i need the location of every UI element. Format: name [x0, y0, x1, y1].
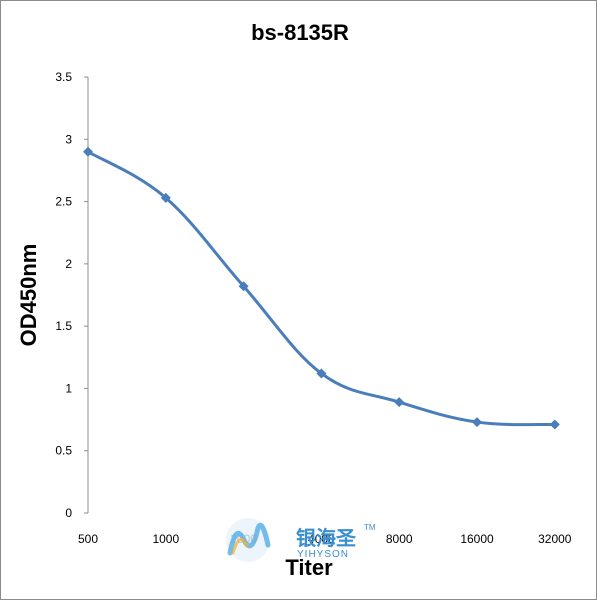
y-tick-label: 2.5	[55, 195, 72, 209]
y-tick-label: 3.5	[55, 70, 72, 84]
x-tick-label: 1000	[152, 532, 179, 546]
x-axis-label: Titer	[285, 555, 333, 580]
x-tick-label: 16000	[460, 532, 494, 546]
data-point-marker	[316, 368, 327, 379]
data-point-marker	[549, 419, 560, 430]
data-point-marker	[160, 192, 171, 203]
x-tick-label: 32000	[538, 532, 572, 546]
y-tick-label: 2	[65, 257, 72, 271]
watermark-en-text: YIHYSON	[297, 549, 349, 560]
y-tick-group: 0 0.5 1 1.5 2 2.5 3 3.5	[55, 70, 88, 520]
y-tick-label: 1.5	[55, 319, 72, 333]
watermark: 银海圣 TM YIHYSON	[226, 518, 376, 562]
y-tick-label: 3	[65, 132, 72, 146]
watermark-logo-icon	[226, 518, 271, 562]
watermark-cn-text: 银海圣	[296, 526, 357, 550]
watermark-tm-text: TM	[364, 523, 376, 532]
x-tick-label: 4000	[308, 532, 335, 546]
x-tick-label: 500	[78, 532, 98, 546]
y-tick-label: 1	[65, 381, 72, 395]
series-line	[87, 150, 555, 427]
data-point-marker	[83, 146, 93, 157]
y-axis-label: OD450nm	[16, 244, 41, 347]
data-point-marker	[472, 417, 482, 428]
y-tick-label: 0.5	[55, 444, 72, 458]
marker-group	[83, 146, 560, 430]
y-tick-label: 0	[65, 506, 72, 520]
chart-title: bs-8135R	[251, 20, 349, 45]
data-point-marker	[238, 281, 249, 292]
x-tick-label: 8000	[386, 532, 413, 546]
data-point-marker	[394, 397, 405, 408]
